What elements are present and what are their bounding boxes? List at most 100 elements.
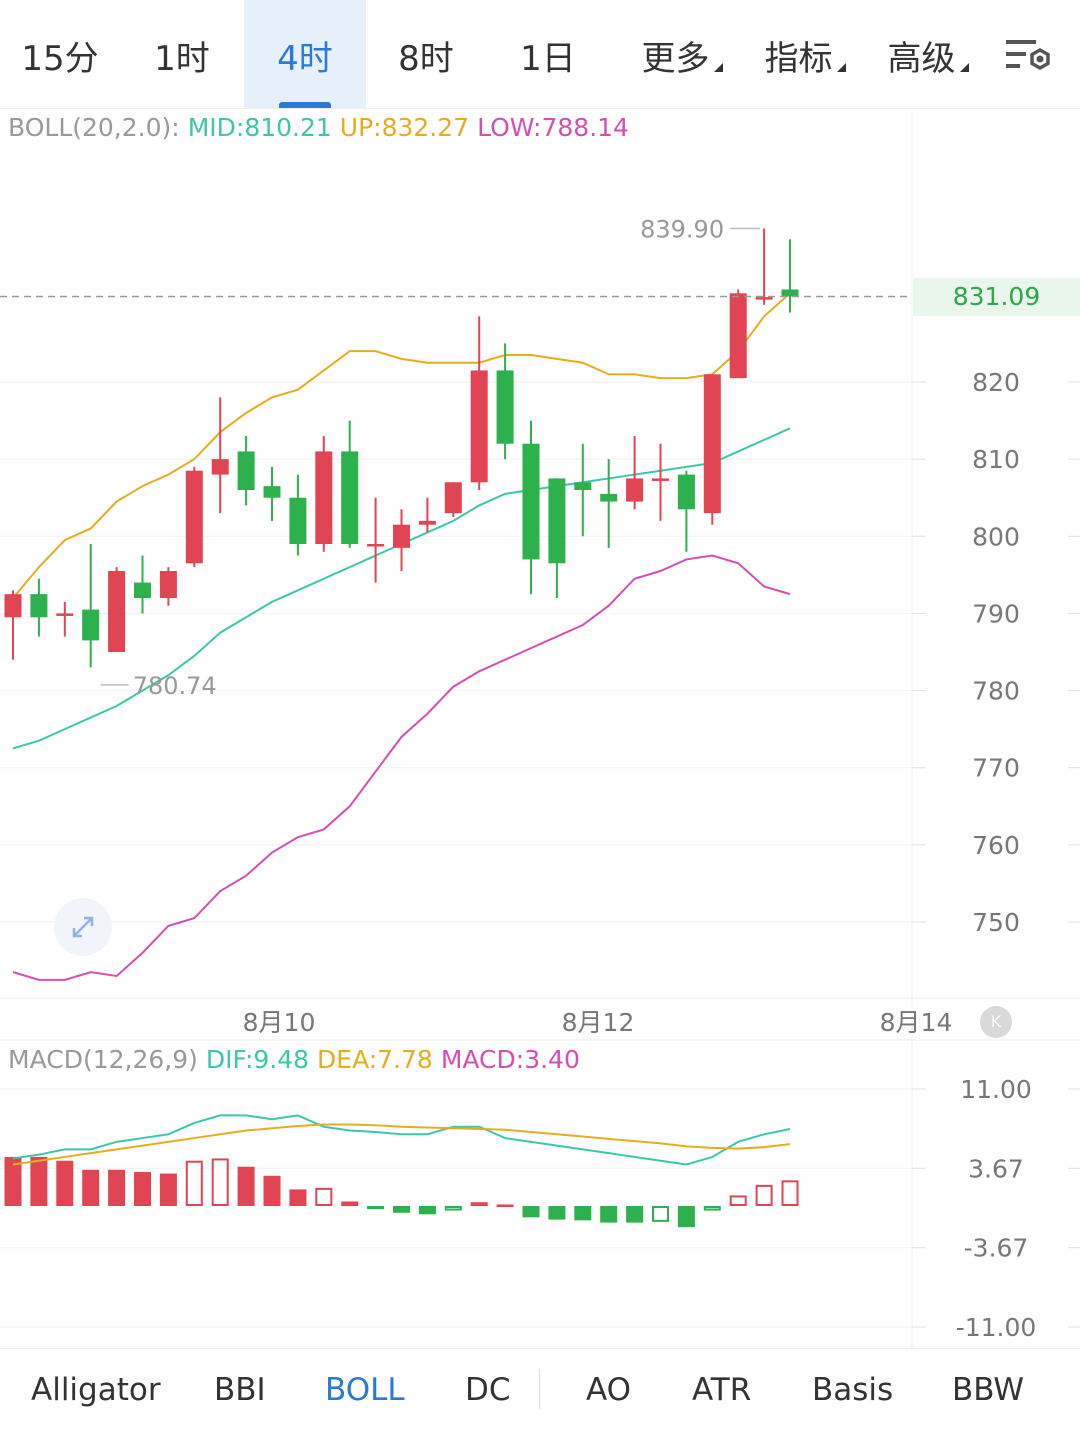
tab-label: 1时 [154,39,210,79]
boll-low-line [12,554,791,981]
candle [677,470,695,552]
candle [729,289,747,379]
candle [496,343,514,460]
macd-histogram-bar [30,1156,48,1206]
macd-histogram-bar [263,1175,281,1206]
candle [418,497,436,533]
tab-label: 高级 [887,39,956,79]
candle [185,466,203,568]
candle-body [496,370,514,444]
candle-body [159,571,177,598]
indicator-tab-alligator[interactable]: Alligator [31,1372,161,1408]
candle-body [600,493,618,502]
indicator-tab-boll[interactable]: BOLL [325,1372,405,1408]
macd-histogram-bar [522,1206,540,1218]
candle [393,509,410,571]
tab-label: 1日 [520,39,576,79]
indicator-tab-ao[interactable]: AO [586,1372,632,1408]
macd-histogram-bar [56,1160,74,1206]
tab-label: 更多 [641,39,710,79]
tab-label: 指标 [764,39,833,79]
high-price-label: 839.90 [640,215,724,243]
macd-histogram-bar [159,1173,177,1206]
macd-histogram-bar [393,1206,410,1213]
candle [548,478,566,598]
indicator-tab-atr[interactable]: ATR [692,1372,752,1408]
macd-histogram-bar [548,1206,566,1220]
candle [134,555,151,614]
boll-mid-line [12,427,791,750]
candle-body [470,370,488,483]
candle [574,443,592,537]
macd-histogram-bar [703,1206,721,1211]
y-axis-label: 810 [972,445,1020,474]
macd-histogram-bar [134,1172,151,1206]
candle [626,436,644,510]
y-axis-label: 750 [972,908,1020,937]
macd-histogram-bar [108,1169,126,1206]
candle-body [626,478,644,502]
chart-settings-icon[interactable] [1004,36,1056,80]
macd-dif-value: DIF:9.48 [205,1045,310,1074]
tab-label: 15分 [21,39,99,79]
macd-y-axis-label: -3.67 [964,1234,1029,1263]
macd-dea-line [12,1123,791,1166]
candle [522,420,540,595]
tab-15m[interactable]: 15分 [0,0,120,108]
tab-8h[interactable]: 8时 [366,0,486,108]
macd-histogram-bar [470,1202,488,1207]
x-axis-label: 8月14 [880,1008,953,1037]
candle-body [341,451,359,544]
indicator-tab-basis[interactable]: Basis [812,1372,894,1408]
candle-body [677,474,695,510]
macd-histogram-bar [237,1166,255,1206]
macd-histogram-bar [652,1206,669,1222]
candle [4,590,22,660]
indicators-dropdown[interactable]: 指标 [745,0,865,108]
y-axis-label: 760 [972,831,1020,860]
macd-histogram-bar [418,1206,436,1215]
candle [263,466,281,521]
x-axis-label: 8月10 [243,1008,316,1037]
more-dropdown[interactable]: 更多 [622,0,742,108]
advanced-dropdown[interactable]: 高级 [868,0,988,108]
candle [108,567,126,652]
indicator-tab-bbi[interactable]: BBI [214,1372,266,1408]
candle-body [703,374,721,514]
candle-body [30,594,48,618]
candle [82,544,100,668]
candle-body [418,520,436,525]
candle [211,397,229,514]
candle-body [134,582,151,598]
rewind-icon: K [990,1012,1002,1031]
candle-body [652,478,669,481]
indicator-tab-dc[interactable]: DC [465,1372,511,1408]
macd-y-axis-label: -11.00 [956,1313,1037,1342]
y-axis-label: 790 [972,599,1020,628]
y-axis-label: 800 [972,522,1020,551]
tab-1d[interactable]: 1日 [488,0,608,108]
candle [367,497,385,583]
candle-body [522,443,540,560]
tab-4h[interactable]: 4时 [244,0,366,108]
boll-low-value: LOW:788.14 [477,113,629,142]
candle [600,459,618,548]
scroll-to-latest-button[interactable]: K [980,1006,1012,1038]
tab-1h[interactable]: 1时 [122,0,242,108]
candle [781,239,799,313]
candle-body [4,594,22,618]
candle [30,578,48,637]
expand-icon [72,916,94,938]
boll-mid-value: MID:810.21 [187,113,332,142]
macd-histogram-bar [444,1206,462,1211]
candle-body [393,524,410,548]
candle [444,482,462,517]
boll-legend-name: BOLL(20,2.0): [8,113,180,142]
boll-up-value: UP:832.27 [339,113,470,142]
x-axis-label: 8月12 [562,1008,635,1037]
indicator-tab-bbw[interactable]: BBW [952,1372,1025,1408]
candle-body [108,571,126,652]
expand-chart-button[interactable] [54,898,112,956]
current-price-tag: 831.09 [913,278,1080,316]
